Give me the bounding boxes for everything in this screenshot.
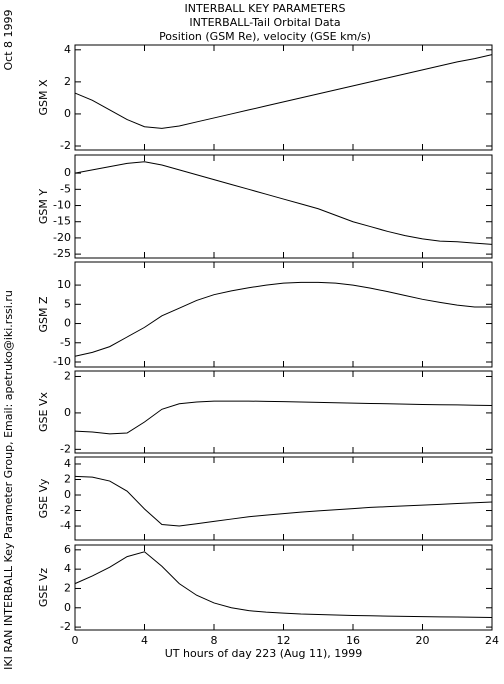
- data-line: [74, 400, 493, 435]
- y-tick-label: 4: [64, 43, 71, 56]
- y-tick-label: 2: [64, 369, 71, 382]
- data-line: [74, 161, 493, 245]
- y-tick-label: 4: [64, 457, 71, 470]
- y-axis-label: GSE Vz: [37, 568, 50, 607]
- y-tick-label: 2: [64, 472, 71, 485]
- x-tick-label: 12: [277, 634, 291, 647]
- data-line: [74, 281, 492, 357]
- data-line: [74, 475, 493, 527]
- y-tick-label: 0: [64, 488, 71, 501]
- x-tick-label: 8: [211, 634, 218, 647]
- x-tick-label: 24: [485, 634, 499, 647]
- x-tick-label: 0: [72, 634, 79, 647]
- title-line: INTERBALL KEY PARAMETERS: [185, 2, 346, 15]
- y-tick-label: -15: [53, 215, 71, 228]
- y-tick-label: -2: [60, 620, 71, 633]
- y-tick-label: -2: [60, 504, 71, 517]
- y-axis-label: GSM Z: [37, 296, 50, 332]
- y-axis-label: GSE Vy: [37, 478, 50, 518]
- y-tick-label: -10: [53, 355, 71, 368]
- y-tick-label: -10: [53, 199, 71, 212]
- y-axis-label: GSM X: [37, 79, 50, 115]
- y-tick-label: 0: [64, 317, 71, 330]
- data-line: [74, 54, 493, 129]
- date-label: Oct 8 1999: [2, 9, 15, 70]
- y-tick-label: -5: [60, 336, 71, 349]
- y-tick-label: 5: [64, 297, 71, 310]
- credit-label: IKI RAN INTERBALL Key Parameter Group, E…: [2, 290, 15, 670]
- y-tick-label: 0: [64, 601, 71, 614]
- y-tick-label: -2: [60, 139, 71, 152]
- y-tick-label: 2: [64, 75, 71, 88]
- y-tick-label: -2: [60, 442, 71, 455]
- y-tick-label: -4: [60, 519, 71, 532]
- y-axis-label: GSE Vx: [37, 392, 50, 432]
- y-tick-label: 0: [64, 166, 71, 179]
- title-line: Position (GSM Re), velocity (GSE km/s): [159, 30, 371, 43]
- y-tick-label: -5: [60, 182, 71, 195]
- y-tick-label: -20: [53, 231, 71, 244]
- title-line: INTERBALL-Tail Orbital Data: [189, 16, 340, 29]
- y-tick-label: 4: [64, 562, 71, 575]
- data-line: [74, 551, 493, 618]
- y-tick-label: 10: [57, 278, 71, 291]
- y-tick-label: 2: [64, 581, 71, 594]
- x-tick-label: 4: [141, 634, 148, 647]
- y-tick-label: 6: [64, 543, 71, 556]
- y-axis-label: GSM Y: [37, 189, 50, 224]
- y-tick-label: 0: [64, 406, 71, 419]
- y-tick-label: -25: [53, 247, 71, 260]
- x-tick-label: 20: [416, 634, 430, 647]
- x-tick-label: 16: [346, 634, 360, 647]
- y-tick-label: 0: [64, 107, 71, 120]
- x-axis-label: UT hours of day 223 (Aug 11), 1999: [165, 647, 363, 660]
